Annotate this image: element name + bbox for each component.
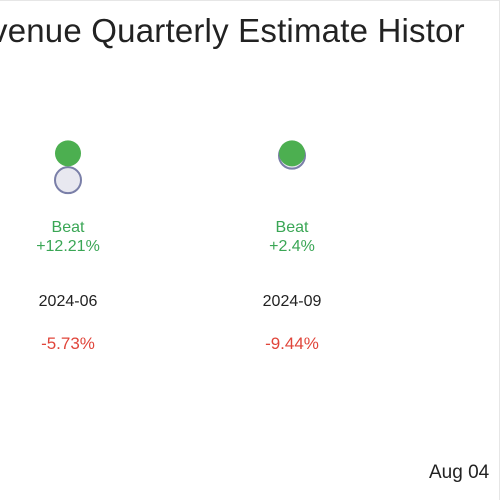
estimate-point [54, 166, 82, 195]
chart-title: venue Quarterly Estimate Histor [0, 12, 465, 49]
footer-date: Aug 04 [429, 462, 490, 483]
surprise-label: +2.4% [269, 238, 315, 255]
period-label: 2024-09 [263, 293, 322, 310]
actual-point [279, 140, 305, 167]
change-label: -9.44% [265, 334, 319, 353]
period-label: 2024-06 [39, 293, 98, 310]
actual-point [55, 140, 81, 167]
change-label: -5.73% [41, 334, 95, 353]
result-label: Beat [276, 219, 309, 236]
surprise-label: +12.21% [36, 238, 100, 255]
result-label: Beat [52, 219, 85, 236]
